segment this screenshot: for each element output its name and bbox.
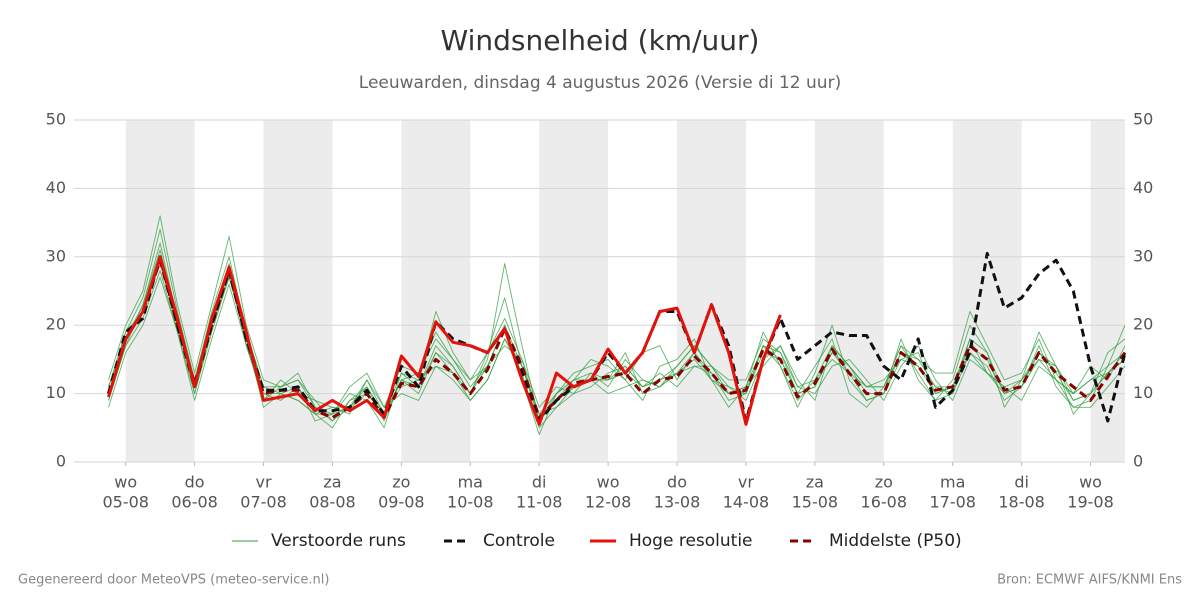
x-tick-weekday: di [1014,473,1029,492]
x-tick-weekday: do [185,473,205,492]
x-tick-date: 06-08 [171,493,218,512]
y2-tick-label: 0 [1133,452,1143,471]
y2-tick-label: 30 [1133,246,1153,265]
y-tick-label: 0 [56,452,66,471]
x-tick-weekday: wo [597,473,620,492]
y-tick-label: 50 [46,110,66,129]
y-tick-label: 20 [46,315,66,334]
chart-title: Windsnelheid (km/uur) [441,24,760,57]
legend-label: Hoge resolutie [629,531,753,551]
footer-left: Gegenereerd door MeteoVPS (meteo-service… [18,573,329,588]
x-tick-weekday: vr [738,473,754,492]
y-tick-label: 40 [46,178,66,197]
y2-tick-label: 10 [1133,383,1153,402]
y-tick-label: 10 [46,383,66,402]
y-tick-label: 30 [46,246,66,265]
x-tick-weekday: zo [392,473,410,492]
x-tick-date: 15-08 [792,493,839,512]
day-shade [1090,120,1125,462]
y2-tick-label: 20 [1133,315,1153,334]
x-tick-date: 12-08 [585,493,632,512]
x-tick-weekday: zo [875,473,893,492]
day-shade [263,120,333,462]
y2-tick-label: 50 [1133,110,1153,129]
x-tick-date: 19-08 [1067,493,1114,512]
day-shade [814,120,884,462]
day-shade [677,120,746,462]
ensemble-member-line [108,270,1126,429]
x-tick-weekday: za [323,473,341,492]
x-tick-weekday: wo [1079,473,1102,492]
x-tick-date: 09-08 [378,493,425,512]
legend-label: Verstoorde runs [271,531,406,551]
footer-right: Bron: ECMWF AIFS/KNMI Ens [997,573,1182,588]
x-tick-weekday: ma [458,473,483,492]
x-tick-date: 11-08 [516,493,563,512]
legend-label: Middelste (P50) [829,531,962,551]
x-tick-date: 18-08 [998,493,1045,512]
series-line [107,255,782,426]
x-tick-weekday: vr [256,473,272,492]
y2-tick-label: 40 [1133,178,1153,197]
legend-label: Controle [483,531,555,551]
x-tick-date: 07-08 [240,493,287,512]
x-tick-date: 10-08 [447,493,494,512]
x-tick-date: 16-08 [861,493,908,512]
ensemble-member-line [108,263,1126,422]
x-tick-weekday: ma [940,473,965,492]
day-shade [952,120,1022,462]
ensemble-member-line [108,228,1126,429]
x-tick-date: 17-08 [929,493,976,512]
series-line [107,258,1127,419]
day-shade [401,120,471,462]
x-tick-date: 08-08 [309,493,356,512]
x-tick-date: 05-08 [102,493,149,512]
day-shade [125,120,195,462]
x-tick-date: 13-08 [654,493,701,512]
x-tick-date: 14-08 [723,493,770,512]
x-tick-weekday: za [806,473,824,492]
x-tick-weekday: do [667,473,687,492]
x-tick-weekday: di [532,473,547,492]
chart-subtitle: Leeuwarden, dinsdag 4 augustus 2026 (Ver… [359,73,841,93]
x-tick-weekday: wo [114,473,137,492]
